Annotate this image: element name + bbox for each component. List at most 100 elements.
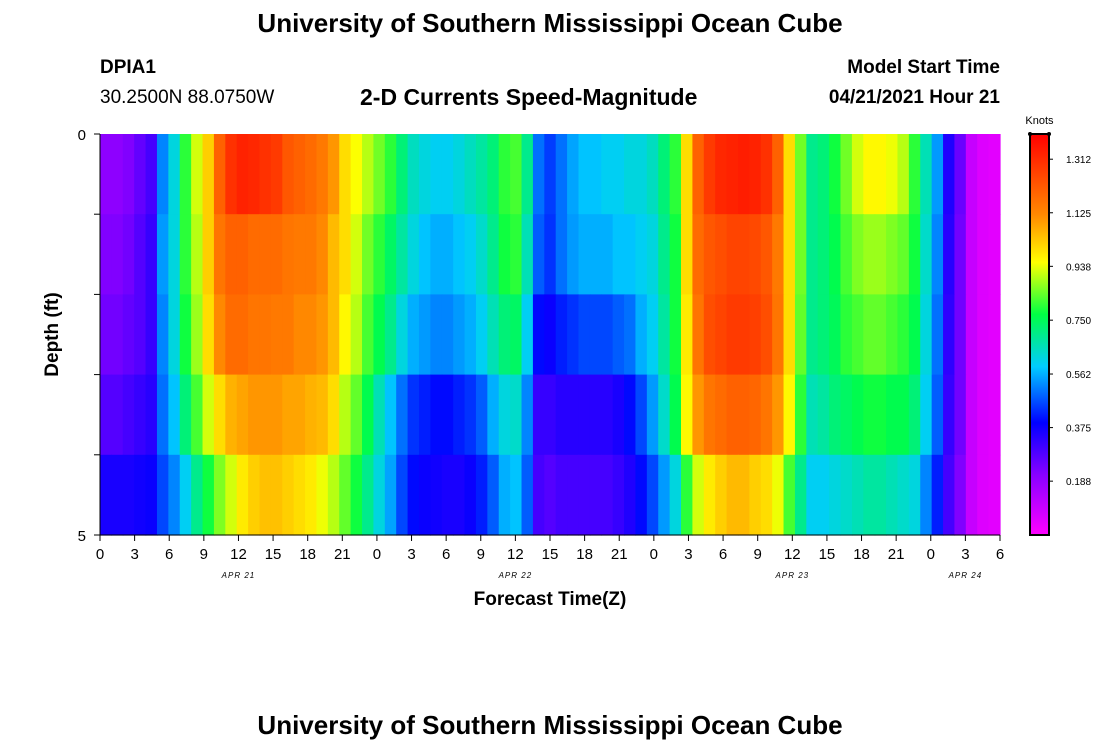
colorbar-tick-label: 0.938 [1066,262,1091,273]
heatmap-cell [897,374,910,456]
heatmap-cell [886,214,899,295]
heatmap-cell [453,454,466,536]
heatmap-cell [350,214,363,295]
heatmap-cell [339,454,352,536]
heatmap-cell [715,214,728,295]
heatmap-cell [681,294,693,376]
heatmap-cell [453,374,466,456]
heatmap-cell [988,214,1001,295]
heatmap-cell [259,374,272,456]
x-tick-label: 3 [130,546,138,563]
heatmap-cell [236,454,249,536]
heatmap-cell [487,134,500,215]
heatmap-cell [544,374,557,456]
heatmap-cell [726,134,739,215]
heatmap-cell [589,214,602,295]
heatmap-cell [760,454,773,536]
heatmap-cell [111,294,124,376]
heatmap-cell [578,454,591,536]
heatmap-cell [248,134,261,215]
heatmap-cell [555,374,568,456]
heatmap-cell [430,294,443,376]
heatmap-cell [407,454,420,536]
heatmap-cell [658,294,671,376]
heatmap-cell [555,294,568,376]
heatmap-cell [384,134,397,215]
heatmap-cell [772,454,785,536]
heatmap-cell [327,214,340,295]
heatmap-cell [156,374,169,456]
heatmap-cell [772,374,785,456]
heatmap-cell [259,454,272,536]
heatmap-cell [282,454,295,536]
heatmap-cell [794,454,807,536]
heatmap-cell [339,214,352,295]
heatmap-cell [122,134,135,215]
x-axis-label: Forecast Time(Z) [474,589,627,610]
date-label: APR 24 [948,571,983,580]
heatmap-cell [715,374,728,456]
x-tick-label: 12 [230,546,247,563]
heatmap-cell [612,374,625,456]
heatmap-cell [453,134,466,215]
heatmap-cell [851,374,864,456]
heatmap-cell [441,294,454,376]
heatmap-cell [863,454,876,536]
heatmap-cell [954,374,967,456]
heatmap-cell [407,374,420,456]
heatmap-cell [100,294,112,376]
heatmap-cell [578,134,591,215]
heatmap-cell [658,134,671,215]
heatmap-cell [453,294,466,376]
heatmap-cell [350,294,363,376]
heatmap-cell [920,294,933,376]
heatmap-cell [612,214,625,295]
heatmap-cell [931,454,944,536]
heatmap-cell [213,134,226,215]
heatmap-cell [555,454,568,536]
heatmap-cell [532,214,545,295]
heatmap-cell [396,134,409,215]
heatmap-cell [760,214,773,295]
heatmap-cell [236,374,249,456]
heatmap-cell [794,294,807,376]
x-tick-label: 12 [784,546,801,563]
heatmap-cell [498,294,511,376]
heatmap-cell [111,214,124,295]
heatmap-cell [555,134,568,215]
heatmap-cell [270,214,283,295]
heatmap-cell [225,454,238,536]
colorbar-tick-label: 0.188 [1066,477,1091,488]
heatmap-cell [658,214,671,295]
heatmap-cell [453,214,466,295]
heatmap-cell [908,294,921,376]
heatmap-cell [624,374,637,456]
heatmap-cell [407,214,420,295]
heatmap-cell [749,294,762,376]
heatmap-cell [578,374,591,456]
heatmap-cell [316,294,329,376]
heatmap-cell [418,134,431,215]
heatmap-cell [396,214,409,295]
heatmap-cell [954,454,967,536]
heatmap-cell [669,374,682,456]
heatmap-cell [373,214,386,295]
date-label: APR 21 [221,571,256,580]
heatmap-cell [908,134,921,215]
heatmap-cell [475,134,488,215]
heatmap-cell [179,134,192,215]
heatmap-cell [475,454,488,536]
heatmap-cell [851,294,864,376]
heatmap-cell [407,134,420,215]
heatmap-cell [943,214,956,295]
heatmap-cell [156,454,169,536]
heatmap-cell [794,374,807,456]
model-start-value: 04/21/2021 Hour 21 [828,87,1000,108]
heatmap-cell [259,214,272,295]
heatmap-cell [703,214,716,295]
heatmap-cell [783,214,796,295]
heatmap-cell [726,374,739,456]
heatmap-cell [521,214,534,295]
heatmap-cell [737,214,750,295]
